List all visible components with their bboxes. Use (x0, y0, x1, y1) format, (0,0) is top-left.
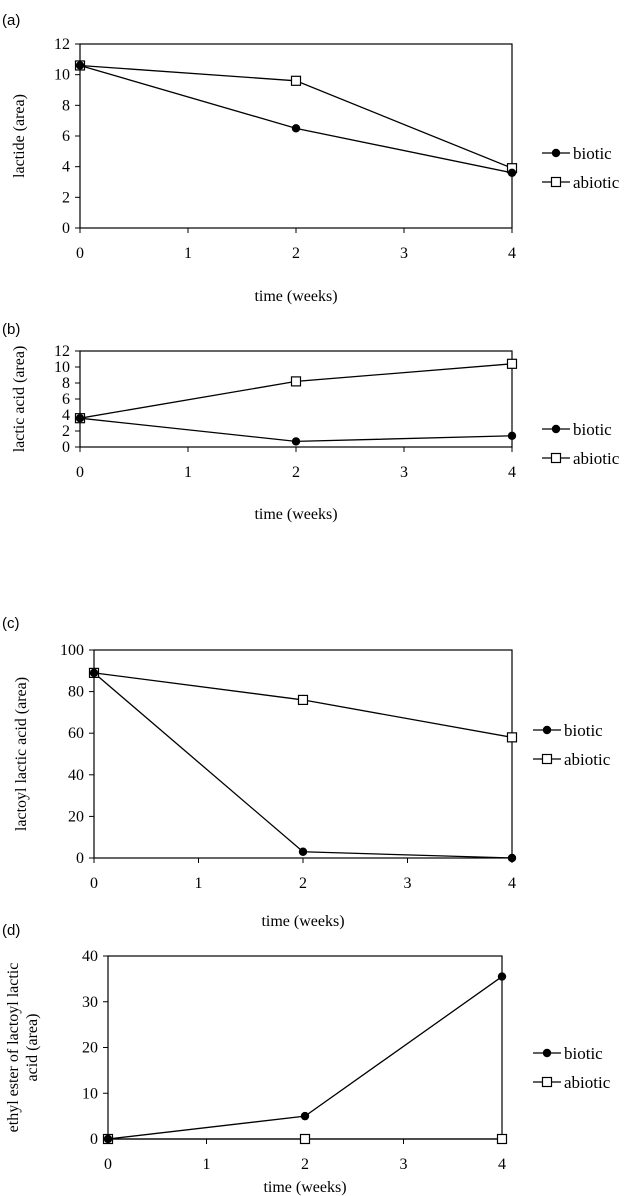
panel-3-x-tick-label: 1 (195, 875, 203, 892)
panel-3-series-line-abiotic (93, 672, 513, 738)
panel-4-plot-frame (107, 955, 503, 1140)
panel-2-point-abiotic (506, 358, 518, 369)
panel-1-legend-marker-biotic (551, 148, 561, 158)
panel-3-x-axis-label: time (weeks) (261, 913, 344, 930)
panel-1-y-tick-label: 12 (54, 36, 70, 53)
panel-1-point-abiotic (290, 75, 302, 86)
panel-1-x-tick-label: 1 (184, 245, 192, 262)
panel-2-y-tick-label: 6 (62, 391, 70, 408)
panel-2-point-abiotic (290, 376, 302, 387)
panel-3-x-tick-label: 3 (404, 875, 412, 892)
panel-3-x-tick-label: 2 (299, 875, 307, 892)
panel-3-point-biotic (507, 853, 517, 863)
panel-4-x-axis-label: time (weeks) (263, 1179, 346, 1196)
panel-4-y-tick-label: 20 (82, 1040, 98, 1057)
panel-4-legend-marker-biotic (542, 1048, 552, 1058)
panel-1-y-tick-label: 8 (62, 97, 70, 114)
panel-4-point-biotic (300, 1111, 310, 1121)
panel-3-y-axis-label: lactoyl lactic acid (area) (13, 677, 30, 831)
panel-1-point-biotic (507, 168, 517, 177)
panel-1-point-biotic (291, 124, 301, 133)
panel-3-point-biotic (89, 668, 99, 678)
panel-2-point-biotic (291, 437, 301, 446)
panel-4-point-abiotic (299, 1133, 311, 1145)
panel-2-x-tick-label: 1 (184, 464, 192, 481)
panel-2-x-tick-label: 4 (508, 464, 516, 481)
panel-3-legend-marker-abiotic (541, 753, 553, 765)
panel-1-y-tick-label: 4 (62, 159, 70, 176)
panel-1-x-axis-label: time (weeks) (254, 288, 337, 305)
panel-1-legend-label-biotic: biotic (573, 144, 612, 163)
panel-1-plot-frame (79, 43, 513, 229)
panel-3-y-tick-label: 20 (68, 808, 84, 825)
panel-4-point-abiotic (496, 1133, 508, 1145)
panel-4-label: (d) (2, 922, 20, 939)
panel-2-legend-marker-abiotic (550, 452, 562, 464)
panel-1-y-tick-label: 10 (54, 67, 70, 84)
panel-2-plot-frame (79, 350, 513, 448)
panel-3-legend-label-abiotic: abiotic (564, 750, 611, 769)
panel-2-y-tick-label: 8 (62, 375, 70, 392)
panel-1-legend-label-abiotic: abiotic (573, 173, 620, 192)
panel-2-legend-marker-biotic (551, 424, 561, 434)
panel-3-y-tick-label: 80 (68, 684, 84, 701)
panel-2-x-tick-label: 0 (76, 464, 84, 481)
panel-2-legend-label-abiotic: abiotic (573, 449, 620, 468)
panel-3-x-tick-label: 4 (508, 875, 516, 892)
panel-2-series-line-abiotic (79, 363, 513, 419)
panel-1-x-tick-label: 3 (400, 245, 408, 262)
panel-4-legend-label-biotic: biotic (564, 1044, 603, 1063)
panel-1-point-biotic (75, 61, 85, 70)
panel-3-point-abiotic (506, 732, 518, 743)
panel-4-y-tick-label: 0 (90, 1131, 98, 1148)
panel-2-label: (b) (2, 321, 20, 338)
panel-1-label: (a) (2, 12, 20, 29)
panel-2-y-tick-label: 4 (62, 407, 70, 424)
panel-3-y-tick-label: 40 (68, 767, 84, 784)
panel-1-y-tick-label: 6 (62, 128, 70, 145)
panel-3-point-biotic (298, 847, 308, 856)
panel-3-y-tick-label: 60 (68, 725, 84, 742)
panel-4-x-tick-label: 3 (400, 1156, 408, 1173)
panel-2-point-biotic (507, 431, 517, 440)
panel-2-x-axis-label: time (weeks) (254, 506, 337, 523)
panel-3-y-tick-label: 100 (60, 642, 84, 659)
panel-1-x-tick-label: 4 (508, 245, 516, 262)
panel-4-x-tick-label: 4 (498, 1156, 506, 1173)
panel-1-y-tick-label: 2 (62, 189, 70, 206)
panel-2-y-axis-label: lactic acid (area) (11, 346, 28, 453)
panel-4-y-tick-label: 40 (82, 948, 98, 965)
panel-4-x-tick-label: 0 (104, 1156, 112, 1173)
panel-3-x-tick-label: 0 (90, 875, 98, 892)
panel-2-y-tick-label: 0 (62, 439, 70, 456)
panel-4-y-axis-label: acid (area) (24, 1014, 41, 1082)
panel-2-y-tick-label: 10 (54, 359, 70, 376)
panel-3-label: (c) (2, 615, 20, 632)
panel-4-legend-marker-abiotic (541, 1076, 553, 1088)
panel-4-y-axis-label: ethyl ester of lactoyl lactic (5, 963, 22, 1133)
panel-3-y-tick-label: 0 (76, 850, 84, 867)
panel-2-y-tick-label: 2 (62, 423, 70, 440)
panel-3-legend-marker-biotic (542, 725, 552, 735)
panel-2-x-tick-label: 3 (400, 464, 408, 481)
panel-1-y-tick-label: 0 (62, 220, 70, 237)
panel-1-x-tick-label: 0 (76, 245, 84, 262)
panel-2-x-tick-label: 2 (292, 464, 300, 481)
panel-3-point-abiotic (297, 694, 309, 706)
panel-4-point-biotic (103, 1134, 113, 1144)
panel-1-y-axis-label: lactide (area) (11, 94, 28, 178)
panel-4-y-tick-label: 30 (82, 994, 98, 1011)
panel-2-point-biotic (75, 414, 85, 423)
panel-4-x-tick-label: 1 (203, 1156, 211, 1173)
panel-3-legend-label-biotic: biotic (564, 721, 603, 740)
panel-1-x-tick-label: 2 (292, 245, 300, 262)
panel-1-legend-marker-abiotic (550, 176, 562, 188)
panel-2-y-tick-label: 12 (54, 343, 70, 360)
panel-4-point-biotic (497, 972, 507, 981)
panel-4-y-tick-label: 10 (82, 1085, 98, 1102)
panel-2-legend-label-biotic: biotic (573, 420, 612, 439)
panel-4-legend-label-abiotic: abiotic (564, 1073, 611, 1092)
panel-4-x-tick-label: 2 (301, 1156, 309, 1173)
